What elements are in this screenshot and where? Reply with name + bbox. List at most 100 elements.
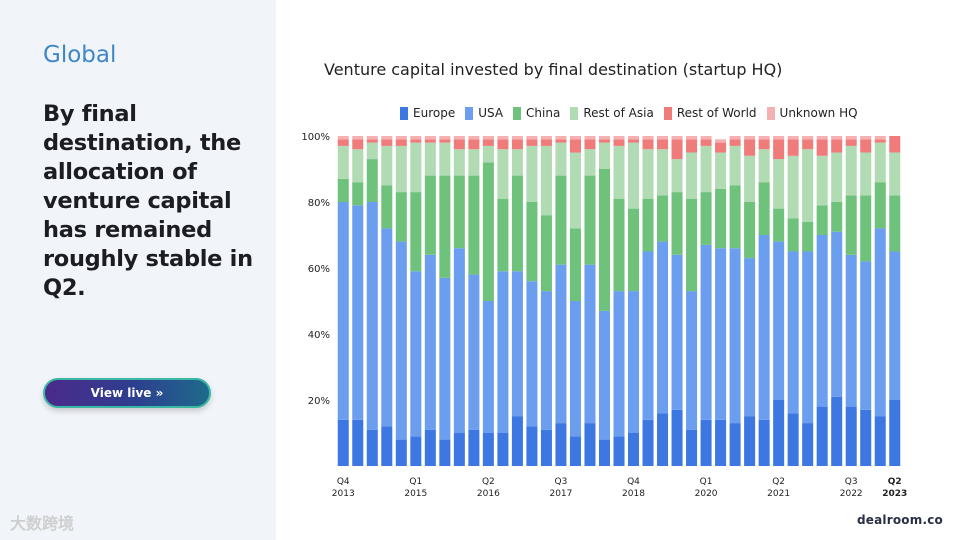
bar-segment-rest-of-world[interactable] bbox=[686, 139, 698, 153]
bar-segment-rest-of-world[interactable] bbox=[845, 139, 857, 146]
bar-segment-china[interactable] bbox=[352, 182, 364, 206]
bar-segment-rest-of-world[interactable] bbox=[381, 139, 393, 146]
bar-segment-unknown-hq[interactable] bbox=[831, 136, 843, 140]
bar-segment-europe[interactable] bbox=[816, 406, 828, 466]
bar-segment-usa[interactable] bbox=[424, 254, 436, 430]
bar-segment-unknown-hq[interactable] bbox=[700, 136, 712, 140]
bar-segment-unknown-hq[interactable] bbox=[657, 136, 669, 140]
bar-segment-rest-of-world[interactable] bbox=[642, 139, 654, 150]
bar-segment-usa[interactable] bbox=[686, 291, 698, 430]
bar-segment-europe[interactable] bbox=[889, 400, 901, 466]
bar-segment-rest-of-world[interactable] bbox=[453, 139, 465, 150]
bar-segment-rest-of-world[interactable] bbox=[555, 139, 567, 143]
bar-segment-unknown-hq[interactable] bbox=[497, 136, 509, 140]
bar-segment-china[interactable] bbox=[569, 228, 581, 301]
bar-segment-usa[interactable] bbox=[628, 291, 640, 433]
bar-segment-rest-of-world[interactable] bbox=[744, 139, 756, 156]
bar-segment-rest-of-asia[interactable] bbox=[482, 145, 494, 163]
legend-item-rest-of-world[interactable]: Rest of World bbox=[663, 106, 757, 120]
bar-segment-unknown-hq[interactable] bbox=[381, 136, 393, 140]
bar-segment-china[interactable] bbox=[744, 202, 756, 259]
bar-segment-unknown-hq[interactable] bbox=[715, 139, 727, 143]
bar-segment-europe[interactable] bbox=[395, 439, 407, 466]
bar-segment-rest-of-asia[interactable] bbox=[758, 149, 770, 183]
legend-item-rest-of-asia[interactable]: Rest of Asia bbox=[570, 106, 654, 120]
bar-segment-unknown-hq[interactable] bbox=[453, 136, 465, 140]
bar-segment-unknown-hq[interactable] bbox=[424, 136, 436, 140]
bar-segment-usa[interactable] bbox=[715, 248, 727, 420]
bar-segment-rest-of-asia[interactable] bbox=[773, 159, 785, 209]
bar-segment-rest-of-asia[interactable] bbox=[613, 145, 625, 199]
bar-segment-europe[interactable] bbox=[468, 429, 480, 466]
bar-segment-usa[interactable] bbox=[642, 251, 654, 420]
bar-segment-china[interactable] bbox=[424, 175, 436, 255]
bar-segment-usa[interactable] bbox=[410, 271, 422, 437]
bar-segment-europe[interactable] bbox=[773, 400, 785, 466]
bar-segment-china[interactable] bbox=[700, 192, 712, 245]
bar-segment-europe[interactable] bbox=[860, 409, 872, 466]
bar-segment-china[interactable] bbox=[497, 198, 509, 272]
bar-segment-rest-of-world[interactable] bbox=[831, 139, 843, 153]
bar-segment-europe[interactable] bbox=[555, 423, 567, 466]
bar-segment-usa[interactable] bbox=[802, 251, 814, 424]
bar-segment-europe[interactable] bbox=[671, 409, 683, 466]
bar-segment-usa[interactable] bbox=[845, 254, 857, 407]
bar-segment-rest-of-asia[interactable] bbox=[439, 142, 451, 176]
bar-segment-unknown-hq[interactable] bbox=[352, 136, 364, 140]
legend-item-europe[interactable]: Europe bbox=[400, 106, 455, 120]
bar-segment-usa[interactable] bbox=[744, 258, 756, 417]
bar-segment-rest-of-asia[interactable] bbox=[729, 145, 741, 186]
bar-segment-china[interactable] bbox=[715, 188, 727, 249]
bar-segment-usa[interactable] bbox=[874, 228, 886, 417]
bar-segment-usa[interactable] bbox=[729, 248, 741, 424]
bar-segment-rest-of-world[interactable] bbox=[439, 139, 451, 143]
bar-segment-rest-of-asia[interactable] bbox=[497, 149, 509, 199]
bar-segment-china[interactable] bbox=[613, 198, 625, 292]
bar-segment-china[interactable] bbox=[758, 182, 770, 235]
bar-segment-unknown-hq[interactable] bbox=[773, 136, 785, 140]
bar-segment-rest-of-world[interactable] bbox=[758, 139, 770, 150]
bar-segment-europe[interactable] bbox=[787, 413, 799, 466]
bar-segment-europe[interactable] bbox=[758, 419, 770, 466]
bar-segment-rest-of-asia[interactable] bbox=[555, 142, 567, 176]
bar-segment-rest-of-world[interactable] bbox=[874, 139, 886, 143]
bar-segment-usa[interactable] bbox=[613, 291, 625, 437]
legend-item-usa[interactable]: USA bbox=[465, 106, 503, 120]
bar-segment-usa[interactable] bbox=[773, 241, 785, 400]
bar-segment-usa[interactable] bbox=[671, 254, 683, 410]
bar-segment-unknown-hq[interactable] bbox=[439, 136, 451, 140]
bar-segment-unknown-hq[interactable] bbox=[845, 136, 857, 140]
bar-segment-rest-of-asia[interactable] bbox=[874, 142, 886, 183]
legend-item-unknown-hq[interactable]: Unknown HQ bbox=[766, 106, 858, 120]
bar-segment-europe[interactable] bbox=[352, 419, 364, 466]
bar-segment-usa[interactable] bbox=[700, 244, 712, 420]
bar-segment-rest-of-world[interactable] bbox=[671, 139, 683, 160]
bar-segment-china[interactable] bbox=[816, 205, 828, 235]
bar-segment-rest-of-world[interactable] bbox=[569, 139, 581, 153]
bar-segment-usa[interactable] bbox=[889, 251, 901, 401]
bar-segment-rest-of-world[interactable] bbox=[352, 139, 364, 150]
bar-segment-rest-of-asia[interactable] bbox=[511, 149, 523, 176]
bar-segment-rest-of-asia[interactable] bbox=[831, 152, 843, 203]
bar-segment-unknown-hq[interactable] bbox=[802, 136, 814, 140]
bar-segment-rest-of-world[interactable] bbox=[628, 139, 640, 143]
bar-segment-rest-of-world[interactable] bbox=[497, 139, 509, 150]
bar-segment-rest-of-world[interactable] bbox=[860, 139, 872, 153]
bar-segment-china[interactable] bbox=[787, 218, 799, 252]
bar-segment-rest-of-asia[interactable] bbox=[686, 152, 698, 199]
bar-segment-china[interactable] bbox=[395, 192, 407, 242]
bar-segment-usa[interactable] bbox=[831, 231, 843, 397]
bar-segment-europe[interactable] bbox=[642, 419, 654, 466]
bar-segment-china[interactable] bbox=[482, 162, 494, 301]
bar-segment-rest-of-world[interactable] bbox=[598, 139, 610, 143]
bar-segment-rest-of-world[interactable] bbox=[700, 139, 712, 146]
bar-segment-unknown-hq[interactable] bbox=[540, 136, 552, 140]
bar-segment-usa[interactable] bbox=[555, 264, 567, 424]
bar-segment-unknown-hq[interactable] bbox=[874, 136, 886, 140]
bar-segment-europe[interactable] bbox=[686, 429, 698, 466]
bar-segment-rest-of-asia[interactable] bbox=[787, 155, 799, 219]
bar-segment-china[interactable] bbox=[468, 175, 480, 275]
bar-segment-rest-of-world[interactable] bbox=[787, 139, 799, 156]
bar-segment-unknown-hq[interactable] bbox=[526, 136, 538, 140]
bar-segment-usa[interactable] bbox=[468, 274, 480, 430]
